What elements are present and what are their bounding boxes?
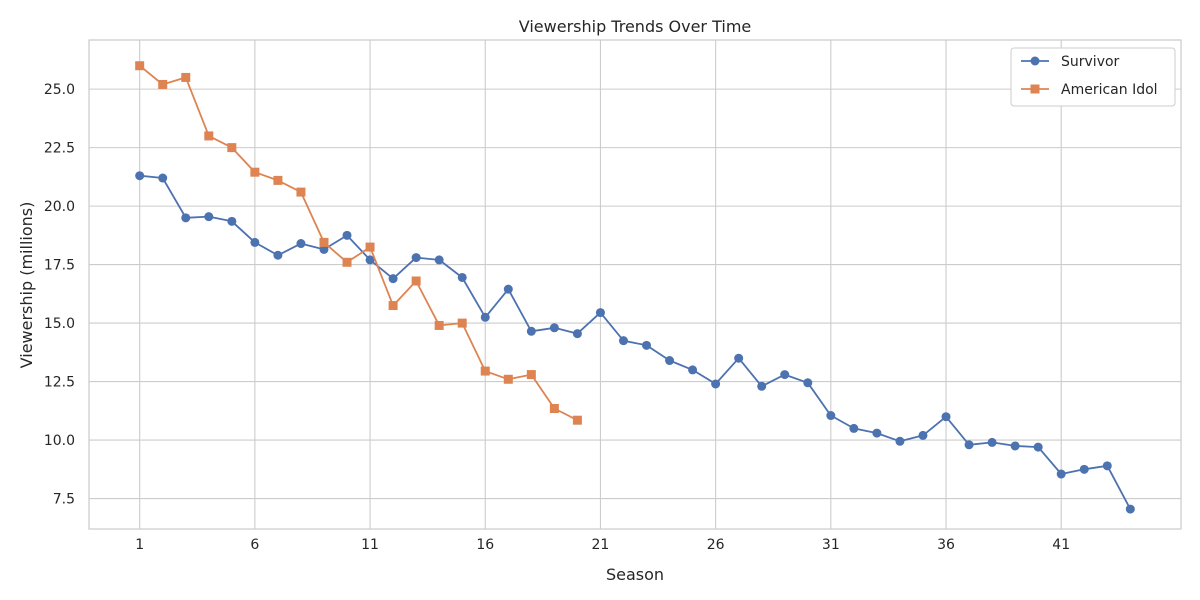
data-point-survivor bbox=[987, 437, 997, 447]
legend-marker-survivor bbox=[1030, 56, 1040, 66]
data-point-american-idol bbox=[411, 276, 421, 286]
x-axis-ticks: 1 6 11 16 21 26 31 36 41 bbox=[135, 537, 1070, 553]
y-tick-label: 7.5 bbox=[53, 492, 75, 508]
data-point-survivor bbox=[941, 412, 951, 422]
y-tick-label: 25.0 bbox=[44, 82, 75, 98]
data-point-american-idol bbox=[549, 404, 559, 414]
x-tick-label: 31 bbox=[822, 537, 840, 553]
data-point-survivor bbox=[1102, 461, 1112, 471]
x-tick-label: 11 bbox=[361, 537, 379, 553]
data-point-survivor bbox=[411, 253, 421, 263]
x-tick-label: 21 bbox=[592, 537, 610, 553]
data-point-survivor bbox=[665, 356, 675, 366]
data-point-american-idol bbox=[434, 320, 444, 330]
data-point-survivor bbox=[319, 244, 329, 254]
data-point-survivor bbox=[342, 230, 352, 240]
y-axis-ticks: 7.5 10.0 12.5 15.0 17.5 20.0 22.5 25.0 bbox=[44, 82, 75, 507]
data-point-survivor bbox=[1010, 441, 1020, 451]
x-tick-label: 16 bbox=[476, 537, 494, 553]
x-tick-label: 36 bbox=[937, 537, 955, 553]
data-point-survivor bbox=[549, 323, 559, 333]
data-point-survivor bbox=[964, 440, 974, 450]
y-tick-label: 20.0 bbox=[44, 199, 75, 215]
data-point-american-idol bbox=[135, 61, 145, 71]
data-point-survivor bbox=[803, 378, 813, 388]
data-point-survivor bbox=[434, 255, 444, 265]
y-tick-label: 22.5 bbox=[44, 141, 75, 157]
data-point-survivor bbox=[181, 213, 191, 223]
data-point-survivor bbox=[1079, 464, 1089, 474]
data-point-survivor bbox=[572, 329, 582, 339]
data-point-survivor bbox=[872, 428, 882, 438]
data-point-survivor bbox=[457, 272, 467, 282]
data-point-american-idol bbox=[273, 175, 283, 185]
data-point-survivor bbox=[296, 239, 306, 249]
data-point-survivor bbox=[1125, 504, 1135, 514]
x-axis-label: Season bbox=[606, 565, 664, 584]
y-axis-label: Viewership (millions) bbox=[17, 202, 36, 369]
series-group bbox=[135, 61, 1135, 514]
data-point-american-idol bbox=[342, 257, 352, 267]
data-point-survivor bbox=[757, 381, 767, 391]
data-point-survivor bbox=[227, 216, 237, 226]
data-point-survivor bbox=[250, 237, 260, 247]
data-point-survivor bbox=[1033, 442, 1043, 452]
data-point-survivor bbox=[1056, 469, 1066, 479]
data-point-survivor bbox=[388, 274, 398, 284]
series-line-american-idol bbox=[139, 65, 578, 422]
data-point-survivor bbox=[895, 436, 905, 446]
legend-label-survivor: Survivor bbox=[1061, 54, 1120, 70]
plot-frame bbox=[88, 39, 1182, 530]
series-line-survivor bbox=[139, 174, 1132, 510]
data-point-american-idol bbox=[204, 131, 214, 141]
x-tick-label: 6 bbox=[250, 537, 259, 553]
y-tick-label: 12.5 bbox=[44, 375, 75, 391]
data-point-survivor bbox=[526, 326, 536, 336]
legend-marker-american-idol bbox=[1030, 84, 1040, 94]
data-point-american-idol bbox=[227, 143, 237, 153]
data-point-survivor bbox=[595, 308, 605, 318]
data-point-survivor bbox=[365, 255, 375, 265]
data-point-survivor bbox=[273, 250, 283, 260]
data-point-survivor bbox=[734, 353, 744, 363]
data-point-american-idol bbox=[526, 370, 536, 380]
grid bbox=[89, 40, 1181, 529]
data-point-american-idol bbox=[319, 237, 329, 247]
data-point-american-idol bbox=[480, 366, 490, 376]
data-point-american-idol bbox=[365, 242, 375, 252]
y-tick-label: 17.5 bbox=[44, 258, 75, 274]
x-tick-label: 26 bbox=[707, 537, 725, 553]
data-point-survivor bbox=[618, 336, 628, 346]
data-point-survivor bbox=[918, 430, 928, 440]
y-tick-label: 10.0 bbox=[44, 433, 75, 449]
data-point-survivor bbox=[849, 423, 859, 433]
x-tick-label: 41 bbox=[1052, 537, 1070, 553]
data-point-survivor bbox=[503, 284, 513, 294]
data-point-survivor bbox=[780, 370, 790, 380]
data-point-survivor bbox=[688, 365, 698, 375]
data-point-american-idol bbox=[250, 167, 260, 177]
data-point-survivor bbox=[204, 212, 214, 222]
data-point-american-idol bbox=[296, 187, 306, 197]
data-point-american-idol bbox=[181, 72, 191, 82]
data-point-american-idol bbox=[572, 415, 582, 425]
data-point-american-idol bbox=[388, 301, 398, 311]
data-point-survivor bbox=[480, 312, 490, 322]
data-point-survivor bbox=[158, 173, 168, 183]
legend-box bbox=[1010, 47, 1176, 107]
data-point-american-idol bbox=[503, 374, 513, 384]
data-point-american-idol bbox=[457, 318, 467, 328]
legend-label-american-idol: American Idol bbox=[1061, 82, 1158, 98]
data-point-american-idol bbox=[158, 79, 168, 89]
data-point-survivor bbox=[642, 340, 652, 350]
y-tick-label: 15.0 bbox=[44, 316, 75, 332]
data-point-survivor bbox=[135, 171, 145, 181]
chart-title: Viewership Trends Over Time bbox=[519, 17, 752, 36]
data-point-survivor bbox=[826, 411, 836, 421]
data-point-survivor bbox=[711, 379, 721, 389]
x-tick-label: 1 bbox=[135, 537, 144, 553]
legend: Survivor American Idol bbox=[1010, 47, 1176, 107]
